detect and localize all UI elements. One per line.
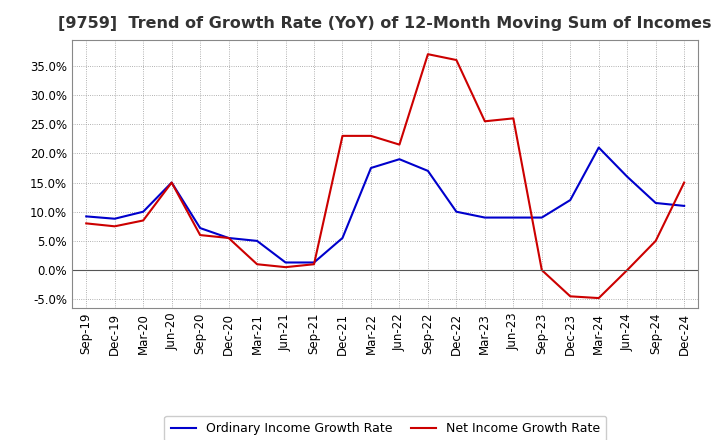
Ordinary Income Growth Rate <box>139 209 148 214</box>
Ordinary Income Growth Rate <box>680 203 688 209</box>
Net Income Growth Rate <box>509 116 518 121</box>
Ordinary Income Growth Rate <box>196 225 204 231</box>
Net Income Growth Rate <box>139 218 148 223</box>
Net Income Growth Rate <box>196 232 204 238</box>
Ordinary Income Growth Rate <box>338 235 347 241</box>
Ordinary Income Growth Rate <box>652 200 660 205</box>
Net Income Growth Rate <box>652 238 660 244</box>
Ordinary Income Growth Rate <box>225 235 233 241</box>
Net Income Growth Rate <box>167 180 176 185</box>
Net Income Growth Rate <box>623 268 631 273</box>
Ordinary Income Growth Rate <box>110 216 119 221</box>
Net Income Growth Rate <box>537 268 546 273</box>
Ordinary Income Growth Rate <box>452 209 461 214</box>
Net Income Growth Rate <box>82 221 91 226</box>
Net Income Growth Rate <box>225 235 233 241</box>
Net Income Growth Rate <box>480 119 489 124</box>
Ordinary Income Growth Rate <box>423 168 432 173</box>
Ordinary Income Growth Rate <box>623 174 631 180</box>
Net Income Growth Rate <box>253 262 261 267</box>
Net Income Growth Rate <box>680 180 688 185</box>
Ordinary Income Growth Rate <box>395 157 404 162</box>
Net Income Growth Rate <box>310 262 318 267</box>
Ordinary Income Growth Rate <box>566 198 575 203</box>
Ordinary Income Growth Rate <box>366 165 375 171</box>
Net Income Growth Rate <box>595 295 603 301</box>
Net Income Growth Rate <box>423 51 432 57</box>
Legend: Ordinary Income Growth Rate, Net Income Growth Rate: Ordinary Income Growth Rate, Net Income … <box>164 416 606 440</box>
Ordinary Income Growth Rate <box>167 180 176 185</box>
Title: [9759]  Trend of Growth Rate (YoY) of 12-Month Moving Sum of Incomes: [9759] Trend of Growth Rate (YoY) of 12-… <box>58 16 712 32</box>
Line: Net Income Growth Rate: Net Income Growth Rate <box>86 54 684 298</box>
Net Income Growth Rate <box>110 224 119 229</box>
Ordinary Income Growth Rate <box>282 260 290 265</box>
Line: Ordinary Income Growth Rate: Ordinary Income Growth Rate <box>86 147 684 263</box>
Net Income Growth Rate <box>395 142 404 147</box>
Ordinary Income Growth Rate <box>595 145 603 150</box>
Ordinary Income Growth Rate <box>253 238 261 244</box>
Net Income Growth Rate <box>282 264 290 270</box>
Ordinary Income Growth Rate <box>310 260 318 265</box>
Ordinary Income Growth Rate <box>82 214 91 219</box>
Ordinary Income Growth Rate <box>480 215 489 220</box>
Net Income Growth Rate <box>366 133 375 139</box>
Net Income Growth Rate <box>338 133 347 139</box>
Net Income Growth Rate <box>566 293 575 299</box>
Ordinary Income Growth Rate <box>509 215 518 220</box>
Net Income Growth Rate <box>452 57 461 62</box>
Ordinary Income Growth Rate <box>537 215 546 220</box>
